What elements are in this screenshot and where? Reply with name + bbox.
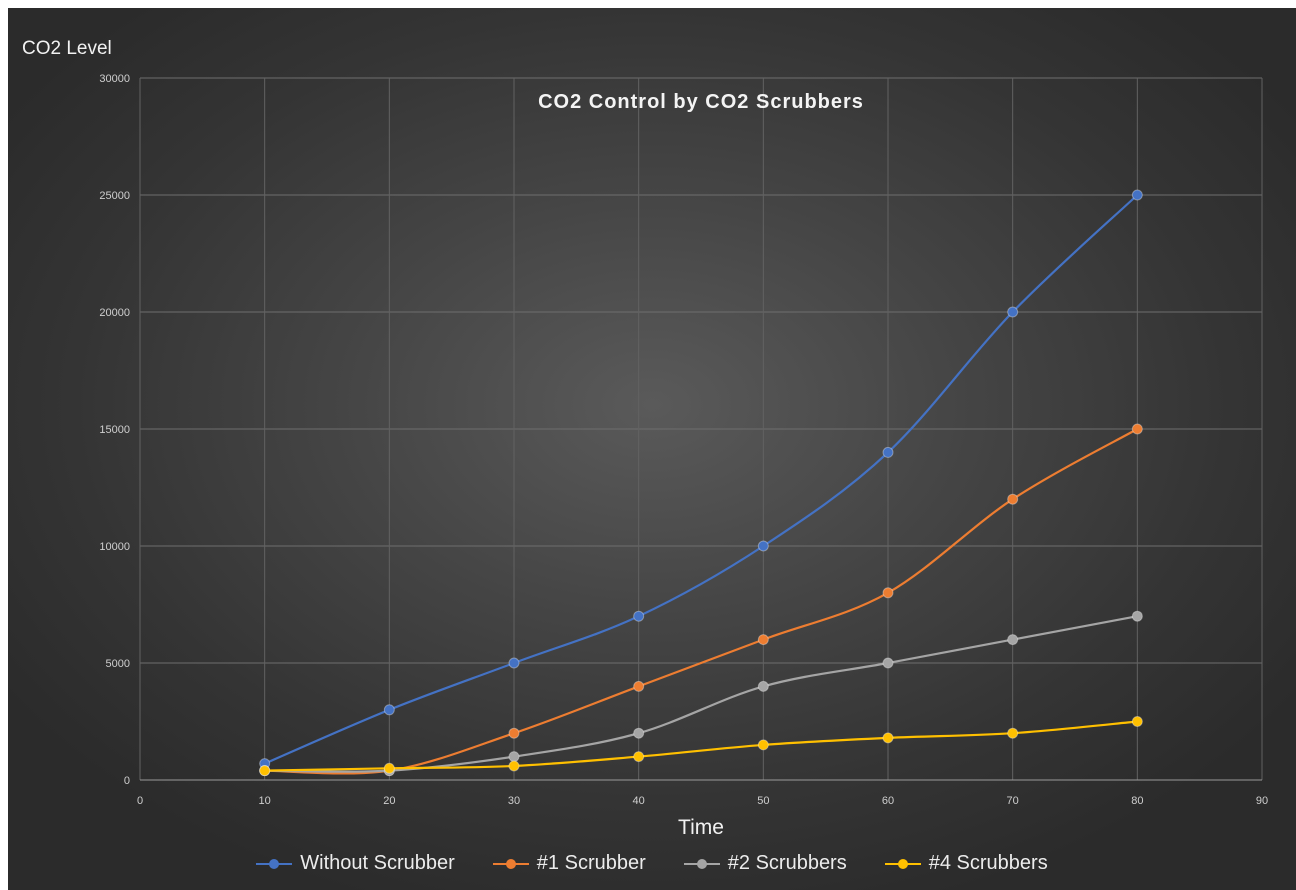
series-3 — [259, 716, 1143, 777]
y-tick-label: 30000 — [99, 73, 130, 85]
y-tick-label: 15000 — [99, 424, 130, 436]
data-point — [383, 704, 395, 716]
legend-swatch-marker — [696, 858, 707, 869]
legend-label: #2 Scrubbers — [727, 852, 847, 874]
data-point — [1007, 493, 1019, 505]
data-point — [1131, 716, 1143, 727]
x-tick-label: 40 — [633, 795, 645, 807]
data-point — [882, 587, 894, 599]
data-point — [633, 610, 645, 622]
data-point — [1007, 306, 1019, 318]
data-point — [882, 446, 894, 458]
legend-swatch-marker — [897, 858, 908, 869]
data-point — [757, 680, 769, 692]
legend-swatch — [683, 857, 720, 871]
data-point — [633, 751, 645, 763]
x-tick-label: 30 — [508, 795, 520, 807]
chart-title: CO2 Control by CO2 Scrubbers — [538, 91, 864, 113]
data-point — [757, 739, 769, 751]
data-point — [1131, 423, 1143, 435]
legend-swatch — [884, 857, 921, 871]
data-point — [508, 657, 520, 669]
x-tick-label: 50 — [757, 795, 769, 807]
gridlines — [139, 77, 1263, 781]
y-tick-label: 5000 — [106, 658, 130, 670]
series-line — [263, 193, 1139, 765]
data-point — [757, 540, 769, 552]
legend-label: #1 Scrubber — [536, 852, 646, 874]
y-tick-label: 10000 — [99, 541, 130, 553]
y-axis-label: CO2 Level — [22, 38, 112, 59]
x-tick-label: 0 — [137, 795, 143, 807]
data-point — [508, 727, 520, 739]
legend-swatch-marker — [269, 858, 280, 869]
legend-label: #4 Scrubbers — [928, 852, 1048, 874]
x-tick-label: 90 — [1256, 795, 1268, 807]
series-line — [263, 615, 1139, 773]
data-point — [1131, 610, 1143, 622]
data-point — [259, 765, 271, 777]
y-tick-label: 0 — [124, 775, 130, 787]
x-tick-label: 10 — [259, 795, 271, 807]
series-1 — [259, 423, 1143, 777]
data-point — [757, 634, 769, 646]
data-point — [1007, 727, 1019, 739]
data-point — [633, 727, 645, 739]
x-tick-label: 80 — [1131, 795, 1143, 807]
data-point — [383, 762, 395, 774]
y-tick-label: 25000 — [99, 190, 130, 202]
legend-item: #1 Scrubber — [492, 852, 646, 875]
x-tick-label: 70 — [1007, 795, 1019, 807]
data-point — [882, 657, 894, 669]
legend-item: #4 Scrubbers — [884, 852, 1048, 875]
legend-swatch-marker — [505, 858, 516, 869]
legend-swatch — [492, 857, 529, 871]
x-tick-label: 60 — [882, 795, 894, 807]
legend-label: Without Scrubber — [300, 852, 455, 874]
series-0 — [259, 189, 1143, 770]
data-point — [882, 732, 894, 744]
legend-item: #2 Scrubbers — [683, 852, 847, 875]
x-tick-label: 20 — [383, 795, 395, 807]
data-point — [508, 760, 520, 772]
data-point — [508, 751, 520, 763]
series-line — [263, 720, 1139, 772]
legend-swatch — [256, 857, 293, 871]
legend: Without Scrubber #1 Scrubber #2 Scrubbers #… — [8, 852, 1296, 875]
legend-item: Without Scrubber — [256, 852, 455, 875]
data-point — [633, 680, 645, 692]
data-point — [1007, 634, 1019, 646]
series-line — [263, 427, 1139, 775]
chart-area: CO2 Level 0 5000 10000 15000 20000 25000 30000… — [8, 8, 1296, 890]
line-chart: 0 5000 10000 15000 20000 25000 30000 0 10 20 30 40 5… — [99, 73, 1268, 839]
data-point — [1131, 189, 1143, 201]
y-tick-label: 20000 — [99, 307, 130, 319]
x-axis-label: Time — [678, 816, 724, 839]
